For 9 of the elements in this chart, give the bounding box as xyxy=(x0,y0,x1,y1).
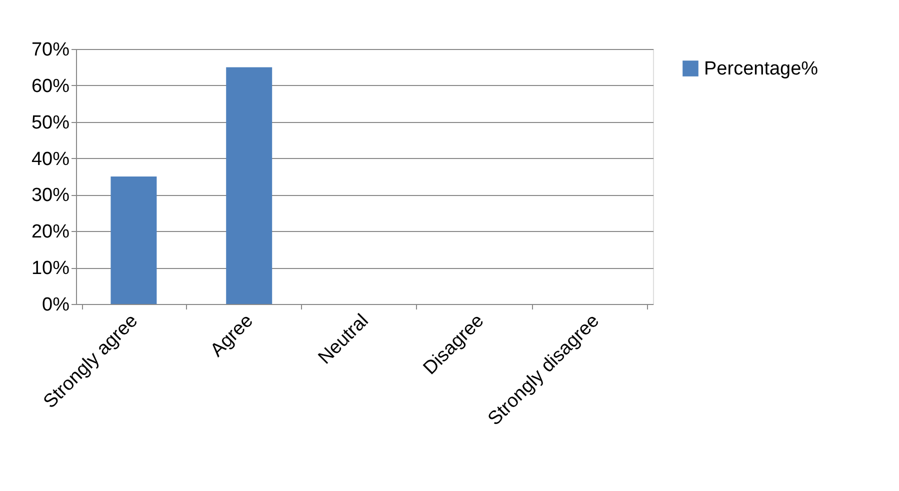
legend-label: Percentage% xyxy=(704,58,818,80)
y-tick-label: 30% xyxy=(31,185,70,206)
y-tick-label: 70% xyxy=(31,40,70,60)
y-tick-label: 60% xyxy=(31,76,70,97)
y-tick-label: 10% xyxy=(31,258,70,280)
y-tick-label: 50% xyxy=(31,112,70,134)
y-tick-label: 20% xyxy=(31,222,70,243)
y-tick-label: 40% xyxy=(31,148,70,170)
y-tick-label: 0% xyxy=(42,294,70,316)
